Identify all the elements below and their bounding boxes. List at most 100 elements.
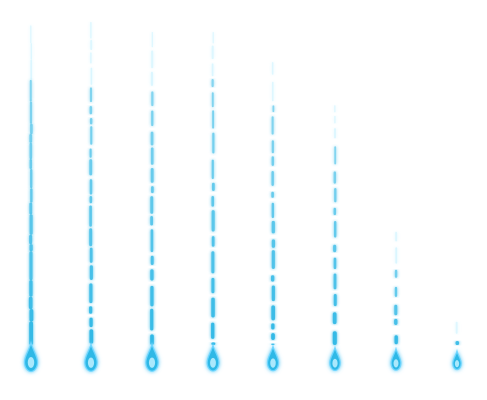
drop-frame-8 <box>452 321 462 371</box>
stream-segment <box>29 202 33 215</box>
stream-segment <box>29 244 33 252</box>
stream-segment <box>150 334 154 345</box>
stream-segment <box>211 322 215 339</box>
drop-highlight <box>210 357 216 368</box>
stream-segment <box>271 220 275 234</box>
drop-highlight <box>87 357 95 368</box>
stream-segment <box>151 91 154 107</box>
stream-segment <box>212 132 215 154</box>
stream-segment <box>29 134 33 143</box>
stream-segment <box>29 280 33 297</box>
stream-segment <box>211 210 215 232</box>
stream-segment <box>150 71 154 86</box>
stream-segment <box>394 304 398 316</box>
drop-frame-1 <box>23 25 39 373</box>
stream-segment <box>151 31 153 48</box>
stream-segment <box>211 45 214 60</box>
stream-segment <box>271 191 274 198</box>
stream-segment <box>150 167 154 183</box>
stream-segment <box>89 228 93 247</box>
stream-segment <box>211 196 215 207</box>
stream-segment <box>334 146 337 165</box>
stream-segment <box>333 244 337 253</box>
drop-highlight <box>27 357 35 368</box>
stream-segment <box>212 31 214 44</box>
stream-segment <box>334 187 337 203</box>
stream-segment <box>271 333 275 340</box>
stream-segment <box>271 61 274 75</box>
stream-segment <box>333 207 337 216</box>
stream-segment <box>29 142 33 159</box>
stream-segment <box>334 128 336 139</box>
drop-frame-7 <box>390 231 402 371</box>
stream-segment <box>89 205 92 227</box>
stream-segment <box>89 317 93 328</box>
stream-segment <box>334 105 336 113</box>
drop-highlight <box>270 358 276 368</box>
stream-segment <box>89 117 93 125</box>
stream-segment <box>30 188 33 203</box>
stream-segment <box>271 285 275 302</box>
drop-highlight <box>148 357 156 368</box>
stream-segment <box>211 297 215 318</box>
stream-segment <box>271 305 275 321</box>
stream-segment <box>150 255 154 265</box>
stream-segment <box>211 63 214 77</box>
stream-segment <box>271 140 274 154</box>
stream-segment <box>30 123 33 135</box>
stream-segment <box>333 171 337 184</box>
stream-segment <box>394 269 398 278</box>
stream-segment <box>211 159 214 180</box>
stream-segment <box>394 286 398 297</box>
stream-segment <box>90 21 92 39</box>
stream-segment <box>271 116 274 135</box>
stream-segment <box>89 247 93 263</box>
stream-segment <box>211 251 215 274</box>
stream-segment <box>30 169 33 189</box>
stream-segment <box>211 236 215 247</box>
stream-segment <box>271 239 276 248</box>
stream-segment <box>150 196 154 214</box>
stream-segment <box>89 159 93 176</box>
stream-segment <box>271 343 275 345</box>
stream-segment <box>395 231 398 242</box>
stream-segment <box>271 202 275 219</box>
stream-segment <box>29 158 33 170</box>
stream-segment <box>29 251 33 281</box>
stream-segment <box>150 131 154 146</box>
stream-segment <box>89 195 93 204</box>
stream-segment <box>394 318 398 325</box>
stream-segment <box>271 250 275 269</box>
stream-segment <box>212 110 215 129</box>
stream-segment <box>89 283 93 304</box>
drop-frame-3 <box>145 31 159 372</box>
stream-segment <box>29 214 33 235</box>
stream-segment <box>30 25 32 44</box>
stream-segment <box>211 79 214 88</box>
stream-segment <box>89 329 94 344</box>
drops-layer <box>23 21 462 373</box>
stream-segment <box>89 148 92 158</box>
stream-segment <box>333 221 337 238</box>
stream-segment <box>271 171 274 186</box>
stream-segment <box>28 296 33 310</box>
stream-segment <box>332 312 337 325</box>
stream-segment <box>271 323 275 330</box>
stream-segment <box>89 87 93 103</box>
stream-segment <box>90 52 92 64</box>
stream-segment <box>150 308 154 331</box>
stream-segment <box>211 92 214 108</box>
stream-segment <box>212 182 215 191</box>
drop-highlight <box>332 358 338 368</box>
stream-segment <box>394 335 398 345</box>
stream-segment <box>29 79 32 102</box>
stream-segment <box>29 234 33 245</box>
stream-segment <box>151 110 154 127</box>
stream-segment <box>151 50 154 69</box>
stream-segment <box>333 257 337 270</box>
drop-highlight <box>454 360 460 368</box>
stream-segment <box>211 277 215 294</box>
stream-segment <box>29 309 34 322</box>
stream-segment <box>151 186 154 194</box>
stream-segment <box>30 59 33 80</box>
